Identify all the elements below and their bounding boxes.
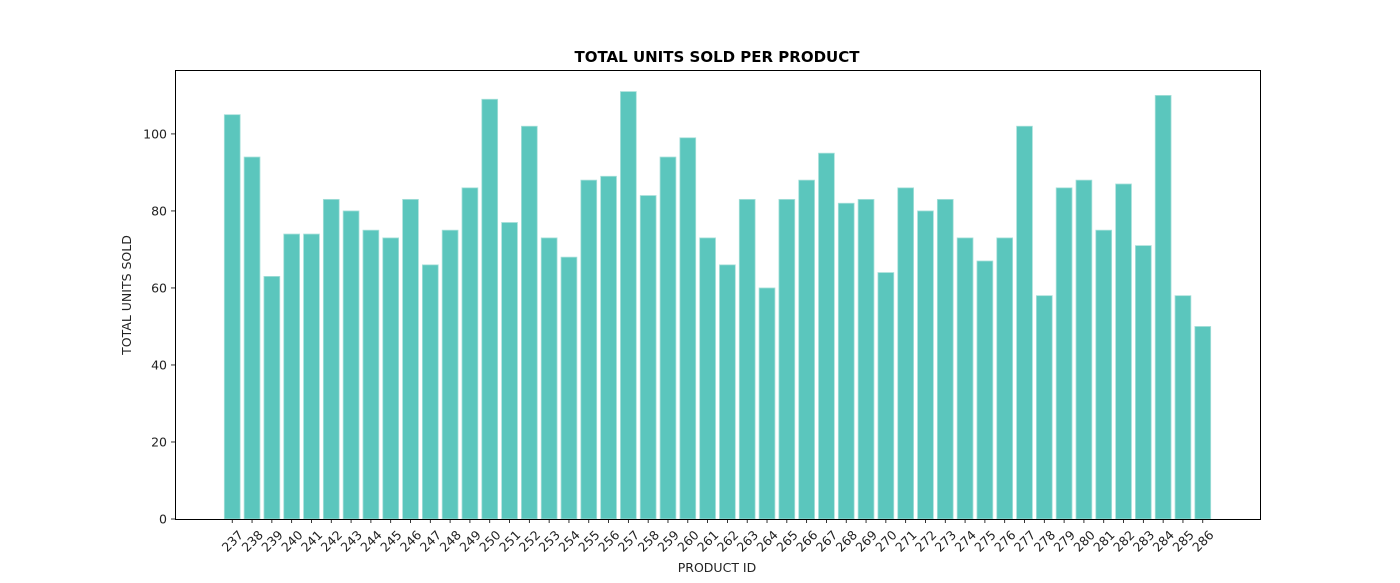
- bar-246: [402, 198, 419, 520]
- bar-274: [956, 237, 974, 520]
- bar-242: [322, 198, 340, 520]
- bar-253: [540, 237, 558, 520]
- bar-254: [560, 256, 578, 520]
- y-tick-label: 0: [159, 512, 167, 527]
- bar-262: [719, 264, 736, 520]
- y-tick-label: 20: [151, 434, 167, 449]
- bar-275: [976, 260, 994, 520]
- chart-title: TOTAL UNITS SOLD PER PRODUCT: [575, 48, 861, 66]
- bar-250: [481, 98, 499, 520]
- bar-237: [223, 114, 241, 520]
- x-tick-label: 286: [1189, 527, 1217, 555]
- bar-278: [1035, 295, 1053, 520]
- bar-239: [263, 276, 281, 520]
- bar-265: [778, 198, 796, 520]
- bar-240: [283, 233, 300, 520]
- bar-271: [897, 187, 914, 520]
- bar-276: [996, 237, 1014, 520]
- bar-257: [620, 91, 637, 520]
- bar-277: [1016, 125, 1033, 520]
- bar-269: [857, 198, 875, 520]
- bar-285: [1174, 295, 1192, 520]
- bar-270: [877, 272, 895, 520]
- bar-256: [600, 175, 617, 520]
- bar-252: [521, 125, 538, 520]
- bar-245: [382, 237, 400, 520]
- bar-267: [818, 152, 835, 520]
- x-axis-label: PRODUCT ID: [678, 560, 757, 575]
- bar-279: [1055, 187, 1073, 520]
- bar-268: [837, 202, 855, 520]
- bar-284: [1154, 95, 1172, 520]
- bar-259: [659, 156, 677, 520]
- bar-244: [362, 229, 380, 520]
- bar-263: [738, 198, 756, 520]
- bar-282: [1115, 183, 1132, 520]
- bar-248: [441, 229, 459, 520]
- bar-261: [699, 237, 716, 520]
- y-axis-label: TOTAL UNITS SOLD: [119, 235, 134, 356]
- y-tick-label: 80: [151, 203, 167, 218]
- bar-264: [758, 287, 776, 520]
- bar-249: [461, 187, 479, 520]
- bar-258: [639, 195, 657, 520]
- y-tick-label: 100: [143, 126, 167, 141]
- bar-251: [501, 222, 518, 520]
- bar-260: [679, 137, 697, 520]
- bar-238: [243, 156, 261, 520]
- bar-241: [303, 233, 320, 520]
- bars-group: [223, 91, 1212, 520]
- bar-255: [580, 179, 598, 520]
- y-tick-label: 40: [151, 357, 167, 372]
- bar-243: [342, 210, 360, 520]
- plot-frame: [175, 70, 1261, 520]
- bar-281: [1095, 229, 1113, 520]
- bar-273: [936, 198, 954, 520]
- y-tick-label: 60: [151, 280, 167, 295]
- y-axis-ticks: 0 20 40 60 80 100: [143, 126, 175, 527]
- bar-283: [1135, 245, 1152, 520]
- bar-266: [798, 179, 815, 520]
- bar-272: [917, 210, 934, 520]
- x-axis-ticks: 2372382392402412422432442452462472482492…: [219, 519, 1217, 555]
- bar-247: [421, 264, 439, 520]
- bar-280: [1075, 179, 1093, 520]
- bar-286: [1194, 326, 1212, 520]
